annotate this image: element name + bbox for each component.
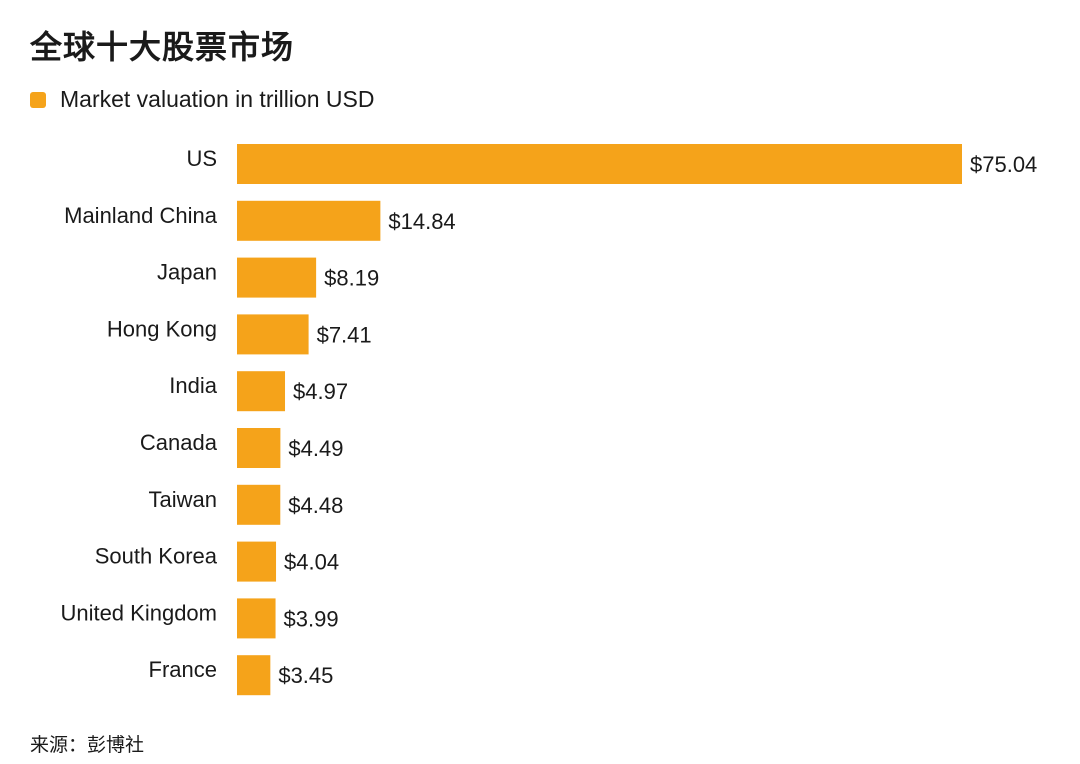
value-label: $4.04 [284,550,339,575]
bar [237,144,962,184]
value-label: $3.99 [284,606,339,631]
category-label: India [169,373,217,398]
legend-label: Market valuation in trillion USD [60,86,375,112]
legend-swatch [30,91,46,108]
source-note: 来源：彭博社 [30,734,145,756]
legend: Market valuation in trillion USD [30,86,374,113]
category-label: Taiwan [149,487,217,512]
category-label: South Korea [95,544,218,569]
bar [237,541,277,582]
bar [237,655,271,696]
category-label: France [149,657,217,682]
bar [237,257,317,298]
value-label: $14.84 [388,209,455,234]
category-label: Canada [140,430,218,455]
bar [237,371,286,412]
category-label: Hong Kong [107,316,217,341]
value-label: $3.45 [278,663,333,688]
value-label: $4.49 [288,436,343,461]
value-label: $4.48 [288,493,343,518]
value-label: $8.19 [324,266,379,291]
bar [237,200,381,241]
bar [237,428,281,468]
bar [237,484,281,525]
category-label: United Kingdom [60,600,217,625]
value-label: $4.97 [293,379,348,404]
value-label: $7.41 [317,322,372,347]
category-label: Japan [157,260,217,285]
bar [237,314,309,355]
chart-title: 全球十大股票市场 [30,28,295,66]
category-label: US [186,146,217,171]
category-label: Mainland China [64,203,218,228]
bar [237,598,276,639]
value-label: $75.04 [970,152,1037,177]
